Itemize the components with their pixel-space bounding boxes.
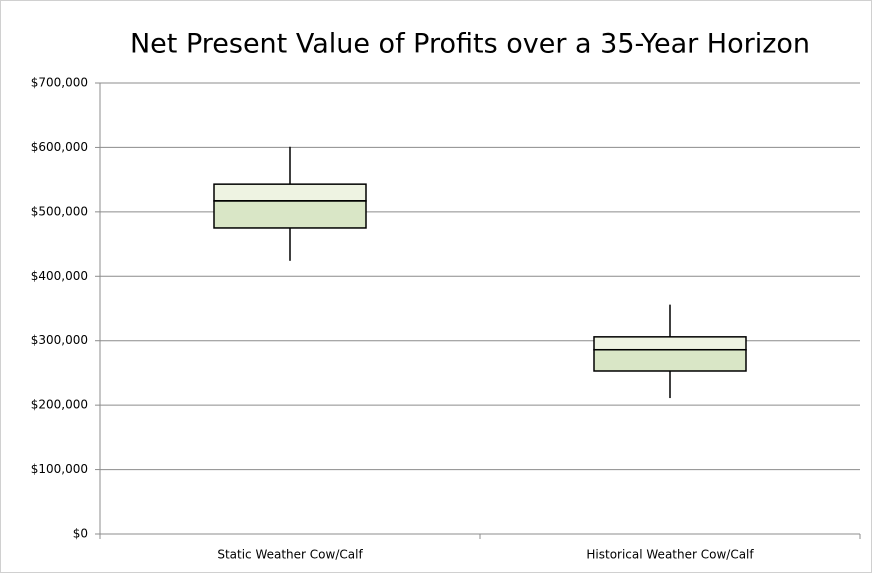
y-tick-label: $300,000 bbox=[31, 333, 88, 347]
y-tick-label: $600,000 bbox=[31, 140, 88, 154]
chart-title: Net Present Value of Profits over a 35-Y… bbox=[130, 29, 810, 60]
x-tick-label: Historical Weather Cow/Calf bbox=[586, 548, 754, 562]
box-upper bbox=[593, 336, 747, 351]
y-tick-label: $700,000 bbox=[31, 76, 88, 90]
y-tick-label: $100,000 bbox=[31, 462, 88, 476]
y-tick-label: $200,000 bbox=[31, 398, 88, 412]
x-tick-label: Static Weather Cow/Calf bbox=[217, 548, 363, 562]
y-tick-label: $400,000 bbox=[31, 269, 88, 283]
box-lower bbox=[213, 200, 367, 229]
box-upper bbox=[213, 183, 367, 202]
y-tick-label: $500,000 bbox=[31, 204, 88, 218]
box-lower bbox=[593, 348, 747, 372]
y-tick-label: $0 bbox=[73, 527, 88, 541]
